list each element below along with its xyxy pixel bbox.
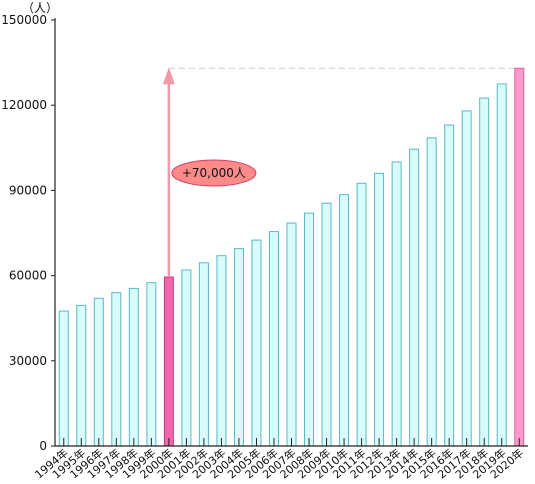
bar-2011年 [356, 182, 367, 447]
bar-2002年 [198, 262, 209, 447]
bar-1998年 [128, 287, 139, 447]
bar-2016年 [444, 124, 455, 447]
bar-2018年 [479, 97, 490, 447]
bar-2019年 [496, 83, 507, 447]
growth-arrow-head [162, 67, 175, 85]
bar-2017年 [461, 110, 472, 447]
bar-1994年 [58, 310, 69, 447]
bar-2008年 [304, 212, 315, 447]
bars [58, 67, 525, 447]
axes [54, 18, 528, 447]
bar-1996年 [93, 297, 104, 447]
y-tick-label: 60000 [9, 269, 47, 283]
y-unit-label: （人） [22, 1, 58, 15]
bar-1997年 [111, 292, 122, 447]
y-tick-label: 0 [39, 439, 47, 453]
bar-2001年 [181, 269, 192, 447]
bar-2012年 [374, 172, 385, 447]
bar-1995年 [76, 304, 87, 447]
bar-2010年 [339, 194, 350, 447]
bar-2000年 [163, 276, 174, 447]
bar-2013年 [391, 161, 402, 447]
bar-2006年 [268, 231, 279, 447]
y-tick-label: 120000 [1, 98, 47, 112]
bar-2020年 [514, 67, 525, 447]
callout-text: +70,000人 [182, 166, 246, 180]
y-tick-label: 150000 [1, 13, 47, 27]
callout-bubble [171, 159, 257, 187]
bar-2004年 [233, 248, 244, 447]
bar-2015年 [426, 137, 437, 447]
bar-2009年 [321, 202, 332, 447]
bar-2005年 [251, 239, 262, 447]
bar-2007年 [286, 222, 297, 447]
y-tick-label: 90000 [9, 183, 47, 197]
x-axis-labels: 1994年1995年1996年1997年1998年1999年2000年2001年… [32, 446, 526, 482]
growth-annotation: +70,000人 [162, 67, 515, 278]
bar-2003年 [216, 255, 227, 447]
bar-1999年 [146, 282, 157, 447]
y-tick-label: 30000 [9, 354, 47, 368]
y-axis-ticks: 0 30000 60000 90000 120000 150000 [1, 13, 55, 453]
bar-2014年 [409, 148, 420, 447]
